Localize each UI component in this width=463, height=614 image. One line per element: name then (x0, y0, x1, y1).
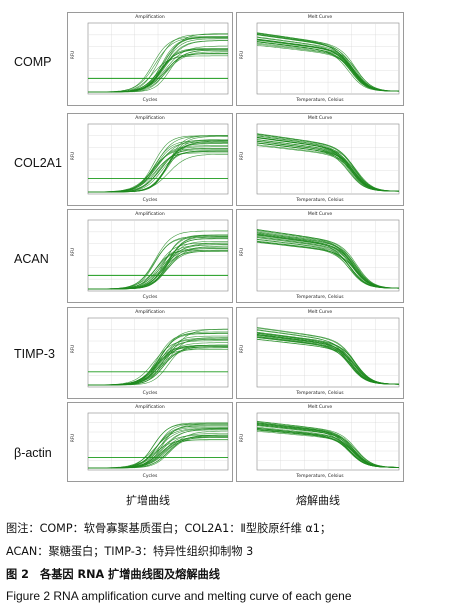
amplification-panel-comp: Amplification Cycles RFU (67, 12, 233, 106)
panel-title: Amplification (135, 310, 165, 315)
melt-curve (256, 229, 399, 289)
melt-curve (256, 137, 400, 192)
x-axis-label: Cycles (142, 474, 158, 479)
panel-title: Amplification (135, 405, 165, 410)
y-axis-label: RFU (70, 50, 75, 59)
panel-title: Melt Curve (307, 405, 333, 410)
amplification-curve (88, 237, 228, 290)
amplification-panel-beta-actin: Amplification Cycles RFU (67, 402, 233, 482)
y-axis-label: RFU (239, 344, 244, 353)
column-label-amplification: 扩增曲线 (126, 494, 170, 507)
gene-label-col2a1: COL2A1 (14, 156, 62, 170)
amplification-curve (88, 48, 228, 93)
amplification-panel-col2a1: Amplification Cycles RFU (67, 113, 233, 206)
amplification-curve (88, 145, 228, 193)
y-axis-label: RFU (70, 433, 75, 442)
y-axis-label: RFU (70, 151, 75, 160)
y-axis-label: RFU (239, 50, 244, 59)
melt-curve (256, 42, 399, 92)
melt-panel-col2a1: Melt Curve Temperature, Celsius RFU (236, 113, 404, 206)
gene-label-comp: COMP (14, 55, 52, 69)
melt-panel-acan: Melt Curve Temperature, Celsius RFU (236, 209, 404, 303)
melt-curve (256, 420, 399, 468)
x-axis-label: Cycles (142, 391, 158, 396)
panel-title: Amplification (135, 15, 165, 20)
amplification-panel-timp3: Amplification Cycles RFU (67, 307, 233, 399)
caption-note-line-2: ACAN：聚糖蛋白；TIMP-3：特异性组织抑制物 3 (6, 545, 254, 558)
melt-panel-timp3: Melt Curve Temperature, Celsius RFU (236, 307, 404, 399)
y-axis-label: RFU (70, 247, 75, 256)
caption-note-line-1: 图注：COMP：软骨寡聚基质蛋白；COL2A1：Ⅱ型胶原纤维 α1； (6, 522, 332, 535)
melt-curve (256, 144, 399, 192)
panel-title: Melt Curve (307, 116, 333, 121)
melt-curve (256, 334, 399, 385)
panel-title: Amplification (135, 116, 165, 121)
panel-title: Melt Curve (307, 310, 333, 315)
melt-curve (256, 32, 400, 92)
x-axis-label: Cycles (142, 198, 158, 203)
melt-curve (256, 422, 399, 468)
x-axis-label: Cycles (142, 295, 158, 300)
melt-curve (256, 230, 399, 289)
melt-curve (256, 332, 400, 385)
column-label-melt: 熔解曲线 (296, 494, 340, 507)
panel-title: Amplification (135, 212, 165, 217)
x-axis-label: Temperature, Celsius (296, 295, 344, 300)
amplification-panel-acan: Amplification Cycles RFU (67, 209, 233, 303)
melt-curve (256, 237, 400, 289)
x-axis-label: Cycles (142, 98, 158, 103)
y-axis-label: RFU (239, 433, 244, 442)
y-axis-label: RFU (239, 151, 244, 160)
y-axis-label: RFU (239, 247, 244, 256)
figure-caption-cn: 图 2 各基因 RNA 扩增曲线图及熔解曲线 (6, 568, 220, 581)
panel-title: Melt Curve (307, 15, 333, 20)
figure-caption-en: Figure 2 RNA amplification curve and mel… (6, 589, 352, 603)
x-axis-label: Temperature, Celsius (296, 98, 344, 103)
x-axis-label: Temperature, Celsius (296, 474, 344, 479)
melt-curve (256, 431, 400, 468)
melt-curve (256, 133, 400, 192)
amplification-curve (88, 331, 228, 386)
melt-panel-beta-actin: Melt Curve Temperature, Celsius RFU (236, 402, 404, 482)
melt-panel-comp: Melt Curve Temperature, Celsius RFU (236, 12, 404, 106)
gene-label-acan: ACAN (14, 252, 49, 266)
amplification-curve (88, 439, 228, 469)
gene-label-beta-actin: β-actin (14, 446, 52, 460)
melt-curve (256, 232, 400, 289)
gene-label-timp3: TIMP-3 (14, 347, 55, 361)
x-axis-label: Temperature, Celsius (296, 391, 344, 396)
y-axis-label: RFU (70, 344, 75, 353)
melt-curve (256, 427, 399, 468)
panel-title: Melt Curve (307, 212, 333, 217)
melt-curve (256, 41, 400, 92)
x-axis-label: Temperature, Celsius (296, 198, 344, 203)
melt-curve (256, 38, 399, 92)
